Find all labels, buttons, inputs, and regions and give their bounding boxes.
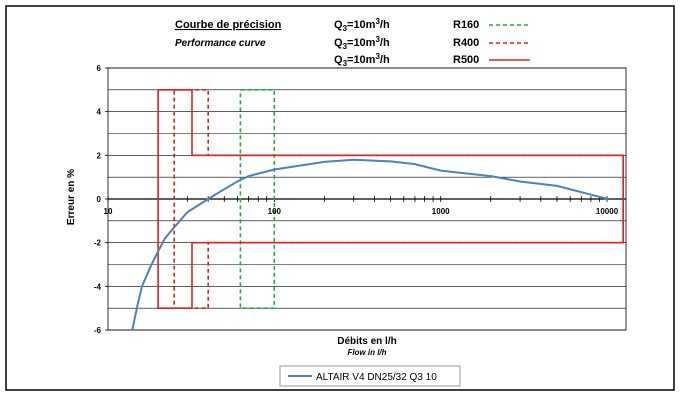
- y-tick-label: -4: [94, 282, 102, 291]
- tick-labels: -6 -4 -2 0 2 4 6 10 100 1000 10000: [94, 64, 619, 335]
- envelope-r160: [239, 89, 276, 310]
- y-tick-label: 4: [97, 108, 102, 117]
- y-tick-label: 0: [97, 195, 102, 204]
- y-tick-label: 6: [97, 64, 102, 73]
- data-series: [131, 158, 609, 331]
- class-label-r400: R400: [453, 37, 479, 49]
- x-tick-label: 10: [104, 207, 113, 216]
- envelope-r500: [157, 89, 625, 310]
- chart-title-en: Performance curve: [175, 38, 266, 49]
- class-legend-row-r500: Q3=10m3/h R500: [334, 52, 530, 68]
- tolerance-envelopes: [157, 89, 625, 310]
- q3-label-r160: Q3=10m3/h: [334, 17, 390, 33]
- x-tick-label: 1000: [432, 207, 450, 216]
- y-tick-label: -6: [94, 326, 102, 335]
- series-legend-label: ALTAIR V4 DN25/32 Q3 10: [316, 372, 437, 383]
- x-tick-label: 10000: [596, 207, 619, 216]
- x-tick-label: 100: [268, 207, 282, 216]
- axes: [105, 67, 627, 331]
- y-axis-title: Erreur en %: [66, 169, 77, 225]
- series-legend: ALTAIR V4 DN25/32 Q3 10: [279, 365, 461, 387]
- series-legend-box: [279, 365, 461, 387]
- x-axis-title: Débits en l/h: [337, 336, 396, 347]
- x-axis-subtitle: Flow in l/h: [347, 348, 386, 357]
- chart-frame: [5, 5, 675, 391]
- y-tick-label: -2: [94, 239, 102, 248]
- series-line-altair-v4: [131, 158, 609, 331]
- class-label-r160: R160: [453, 19, 479, 31]
- y-tick-label: 2: [97, 151, 102, 160]
- class-legend: Q3=10m3/h R160 Q3=10m3/h R400 Q3=10m3/h …: [334, 17, 530, 68]
- q3-label-r500: Q3=10m3/h: [334, 52, 390, 68]
- chart-title-fr: Courbe de précision: [175, 19, 282, 31]
- class-label-r500: R500: [453, 54, 479, 66]
- q3-label-r400: Q3=10m3/h: [334, 35, 390, 51]
